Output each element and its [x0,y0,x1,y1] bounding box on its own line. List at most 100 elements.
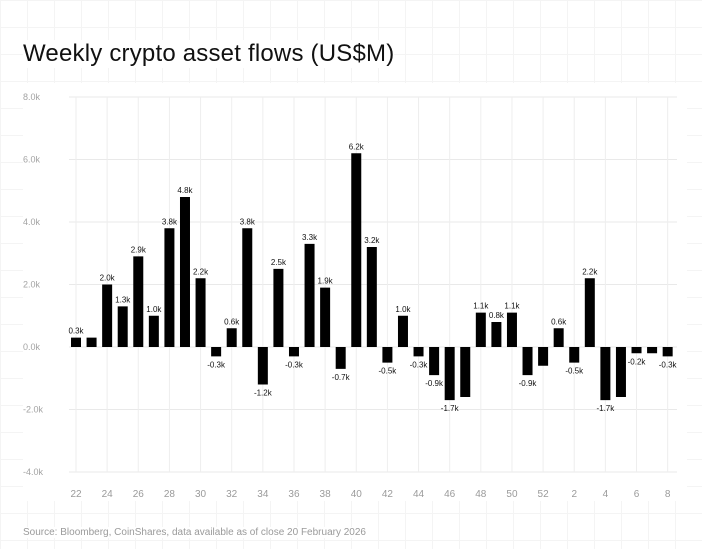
x-tick-label: 4 [603,489,609,500]
data-label: -0.5k [565,367,584,376]
data-label: 1.0k [146,305,162,314]
bar [320,287,331,347]
data-label: -0.3k [410,360,429,369]
x-tick-label: 50 [506,489,518,500]
bar [600,347,611,401]
y-tick-label: 8.0k [23,92,41,102]
y-tick-label: 6.0k [23,155,41,165]
data-label: -0.5k [379,367,398,376]
data-label: 1.1k [473,302,489,311]
data-label: -0.9k [425,379,444,388]
bar [397,315,408,347]
data-label: -0.3k [659,360,678,369]
x-tick-label: 8 [665,489,671,500]
data-label: 3.3k [302,233,318,242]
data-label: 2.5k [271,258,287,267]
bar [257,347,268,385]
data-label: 0.6k [551,317,567,326]
data-label: 3.8k [240,217,256,226]
data-label: -0.9k [519,379,538,388]
y-tick-label: 2.0k [23,280,41,290]
x-tick-label: 38 [320,489,332,500]
x-tick-label: 48 [475,489,487,500]
data-label: -0.3k [207,360,226,369]
x-tick-label: 30 [195,489,207,500]
bar [133,256,144,347]
x-tick-label: 40 [351,489,363,500]
bar [242,228,253,347]
x-tick-label: 26 [133,489,145,500]
bar [429,347,440,376]
bar [71,337,81,347]
bar [117,306,128,347]
x-tick-label: 46 [444,489,456,500]
data-label: -1.2k [254,389,273,398]
data-label: 1.9k [318,277,334,286]
data-label: -0.7k [332,373,351,382]
bar [569,347,580,363]
data-label: 0.6k [224,317,240,326]
x-tick-label: 22 [70,489,82,500]
y-tick-label: 0.0k [23,342,41,352]
data-label: -0.2k [628,357,647,366]
bar [631,347,642,354]
source-note: Source: Bloomberg, CoinShares, data avai… [23,527,366,538]
bar-chart: -4.0k -2.0k 0.0k 2.0k 4.0k 6.0k 8.0k 0.3k 2.0k 1.… [23,92,678,500]
data-label: 0.3k [68,327,84,336]
bar [148,315,159,347]
bar [304,243,315,347]
x-tick-label: 44 [413,489,425,500]
data-label: 6.2k [349,142,365,151]
bar [522,347,533,376]
bar [506,312,517,347]
data-label: -1.7k [596,404,615,413]
bar [288,347,299,357]
data-label: 3.2k [364,236,380,245]
bar [351,153,362,347]
bar [86,337,97,347]
bar [335,347,346,369]
bar [382,347,393,363]
bar [179,197,190,347]
bar [460,347,471,397]
bar [273,268,284,347]
data-label: -1.7k [441,404,460,413]
data-label: 4.8k [177,186,193,195]
x-tick-label: 2 [571,489,577,500]
x-tick-label: 24 [102,489,114,500]
chart-panel: -4.0k -2.0k 0.0k 2.0k 4.0k 6.0k 8.0k 0.3k 2.0k 1.… [23,83,687,501]
bar [195,278,206,347]
bar [413,347,424,357]
y-tick-label: -2.0k [23,405,44,415]
x-tick-label: 6 [634,489,640,500]
x-tick-label: 34 [257,489,269,500]
x-tick-label: 36 [288,489,300,500]
x-tick-label: 32 [226,489,238,500]
chart-title: Weekly crypto asset flows (US$M) [23,40,395,68]
bar [226,328,237,347]
data-label: 2.9k [131,245,147,254]
bar [366,247,377,347]
data-label: 2.2k [582,267,598,276]
data-label: 3.8k [162,217,178,226]
bar [662,347,673,357]
bar [211,347,222,357]
bar [491,322,502,347]
x-tick-label: 52 [538,489,550,500]
x-tick-label: 28 [164,489,176,500]
bar [615,347,626,397]
y-tick-label: -4.0k [23,467,44,477]
bar [444,347,455,401]
data-label: 0.8k [489,311,505,320]
bar [164,228,175,347]
bar [584,278,595,347]
bar [538,347,549,366]
data-label: 1.1k [504,302,520,311]
y-tick-label: 4.0k [23,217,41,227]
data-label: 2.2k [193,267,209,276]
bar [647,347,658,354]
bar [553,328,564,347]
data-label: 1.0k [395,305,411,314]
data-label: 1.3k [115,295,131,304]
data-label: 2.0k [100,274,116,283]
